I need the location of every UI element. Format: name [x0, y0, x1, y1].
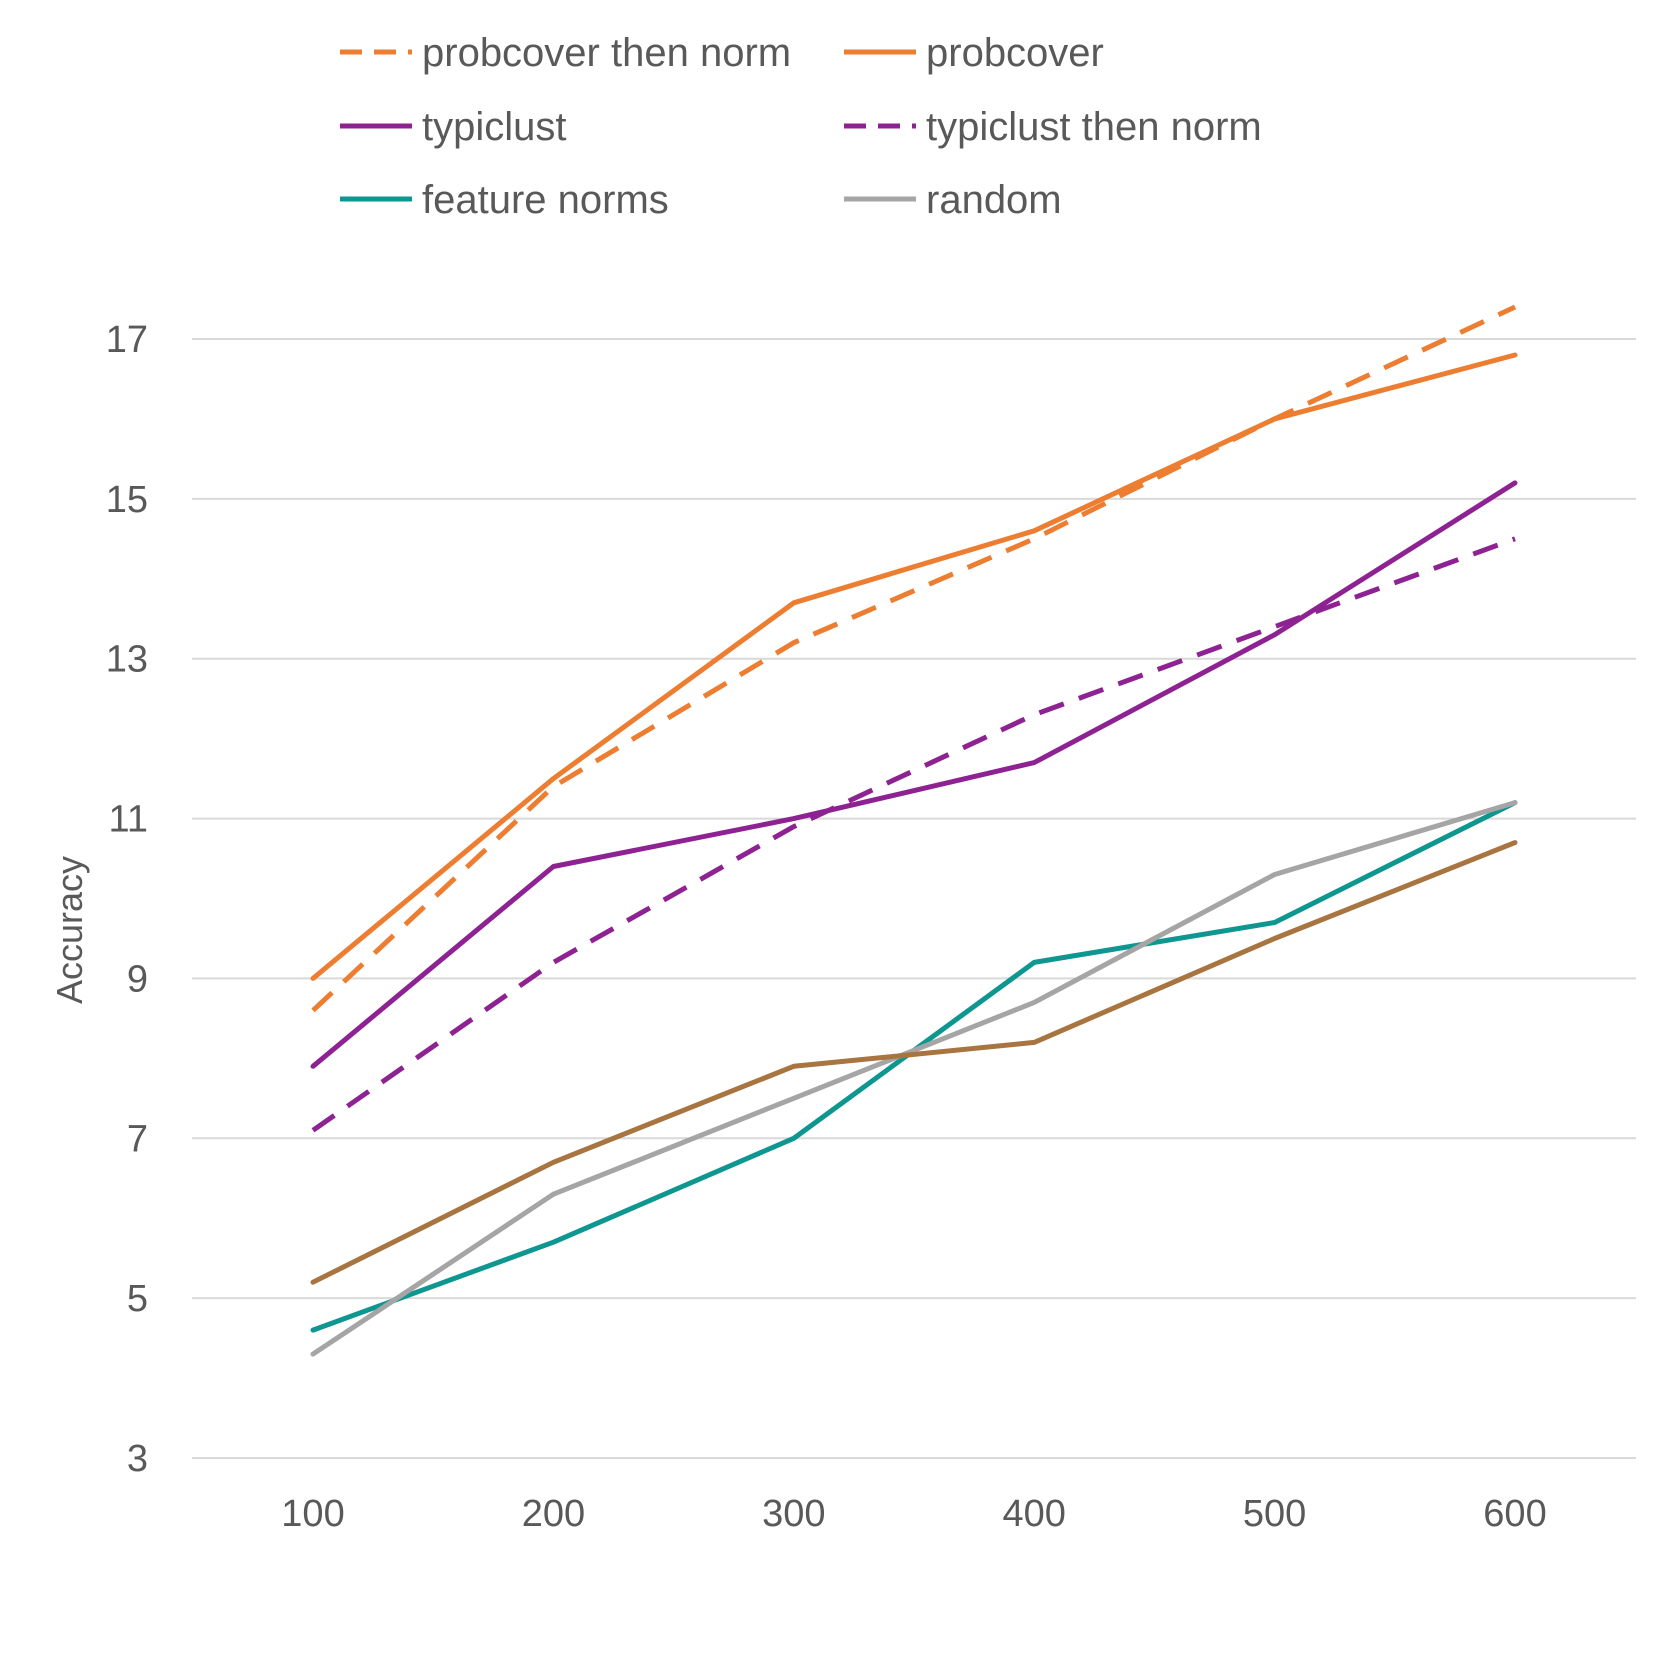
- y-tick-label: 9: [127, 958, 148, 1000]
- legend-item-typiclust: typiclust: [340, 105, 567, 149]
- legend-label: typiclust: [422, 105, 567, 149]
- y-tick-label: 3: [127, 1438, 148, 1480]
- x-tick-label: 600: [1483, 1493, 1546, 1535]
- series-line-unnamed: [310, 840, 1518, 1285]
- legend-label: random: [926, 178, 1062, 222]
- x-axis-ticks: 100 200 300 400 500 600: [281, 1493, 1546, 1535]
- legend-item-random: random: [844, 178, 1062, 222]
- y-tick-label: 15: [106, 479, 148, 521]
- y-tick-label: 7: [127, 1118, 148, 1160]
- legend-label: feature norms: [422, 178, 669, 222]
- legend: probcover then norm probcover typiclust typ…: [340, 31, 1262, 222]
- legend-label: probcover then norm: [422, 31, 791, 75]
- y-tick-label: 5: [127, 1278, 148, 1320]
- series-line-probcover: [310, 352, 1518, 981]
- x-tick-label: 400: [1002, 1493, 1065, 1535]
- x-tick-label: 300: [762, 1493, 825, 1535]
- series-line-feature-norms: [310, 800, 1518, 1333]
- x-tick-label: 200: [522, 1493, 585, 1535]
- y-tick-label: 11: [109, 799, 148, 841]
- y-axis-title: Accuracy: [49, 856, 90, 1004]
- y-tick-label: 13: [106, 639, 148, 681]
- y-tick-label: 17: [106, 319, 148, 361]
- legend-label: typiclust then norm: [926, 105, 1262, 149]
- x-tick-label: 100: [281, 1493, 344, 1535]
- legend-item-probcover-then-norm: probcover then norm: [340, 31, 791, 75]
- gridlines: [192, 338, 1636, 1459]
- legend-item-feature-norms: feature norms: [340, 178, 669, 222]
- x-tick-label: 500: [1243, 1493, 1306, 1535]
- legend-item-probcover: probcover: [844, 31, 1104, 75]
- legend-item-typiclust-then-norm: typiclust then norm: [844, 105, 1262, 149]
- legend-label: probcover: [926, 31, 1104, 75]
- y-axis-ticks: 3 5 7 9 11 13 15 17: [106, 319, 148, 1480]
- series-line-random: [310, 800, 1518, 1357]
- series-line-probcover-then-norm: [311, 304, 1517, 1013]
- series-line-typiclust-then-norm: [311, 536, 1516, 1133]
- series-lines: [310, 304, 1518, 1357]
